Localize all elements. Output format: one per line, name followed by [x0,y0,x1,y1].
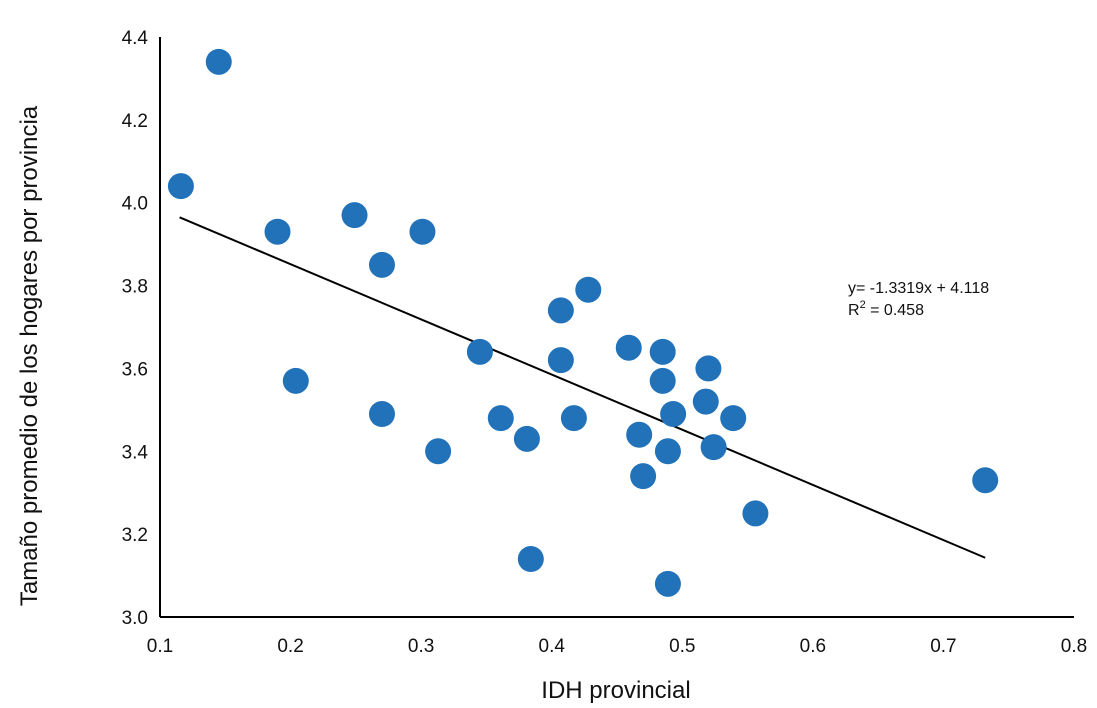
x-tick-labels: 0.1 0.2 0.3 0.4 0.5 0.6 0.7 0.8 [147,636,1087,657]
data-point [575,276,602,303]
data-point [720,405,747,432]
y-tick-labels: 3.0 3.2 3.4 3.6 3.8 4.0 4.2 4.4 [122,28,149,629]
y-tick-label: 3.6 [122,359,148,380]
data-point [547,297,574,324]
data-point [700,434,727,461]
data-point [167,173,194,200]
data-point [649,338,676,365]
regression-equation: y= -1.3319x + 4.118 [848,280,989,297]
data-point [560,405,587,432]
x-tick-label: 0.1 [147,636,173,657]
x-axis-title: IDH provincial [541,677,690,704]
data-point [615,334,642,361]
data-point [513,425,540,452]
data-point [282,367,309,394]
y-axis-title: Tamaño promedio de los hogares por provi… [16,105,43,606]
data-point [368,401,395,427]
r-squared-superscript: 2 [860,299,866,311]
data-points [167,48,999,597]
data-point [487,405,514,432]
y-tick-label: 4.4 [122,28,149,49]
data-point [626,421,653,448]
data-point [466,338,493,365]
data-point [654,438,681,465]
data-point [660,401,687,427]
data-point [409,218,436,245]
data-point [341,202,368,229]
x-tick-label: 0.5 [669,636,695,657]
x-tick-label: 0.4 [539,636,566,657]
x-tick-label: 0.2 [277,636,303,657]
data-point [649,367,676,394]
y-tick-label: 3.8 [122,277,148,298]
data-point [630,463,657,490]
data-point [517,546,544,572]
trendline [179,216,986,559]
x-tick-label: 0.7 [930,636,956,657]
data-point [972,467,999,494]
data-point [654,570,681,597]
x-tick-label: 0.3 [408,636,434,657]
x-tick-label: 0.8 [1061,636,1087,657]
data-point [547,347,574,374]
data-point [692,388,719,415]
y-tick-label: 3.2 [122,525,148,546]
r-squared-value: = 0.458 [866,302,924,319]
data-point [205,48,232,75]
data-point [742,500,769,527]
data-point [264,218,291,245]
data-point [425,438,452,465]
axes [159,37,1074,618]
data-point [695,355,722,382]
r-squared: R2 = 0.458 [848,299,924,319]
regression-annotation: y= -1.3319x + 4.118 R2 = 0.458 [848,280,989,319]
y-tick-label: 3.4 [122,442,149,463]
x-tick-label: 0.6 [800,636,826,657]
y-tick-label: 4.2 [122,111,148,132]
data-point [368,251,395,278]
y-tick-label: 4.0 [122,194,148,215]
y-tick-label: 3.0 [122,608,148,629]
r-squared-label: R [848,302,860,319]
